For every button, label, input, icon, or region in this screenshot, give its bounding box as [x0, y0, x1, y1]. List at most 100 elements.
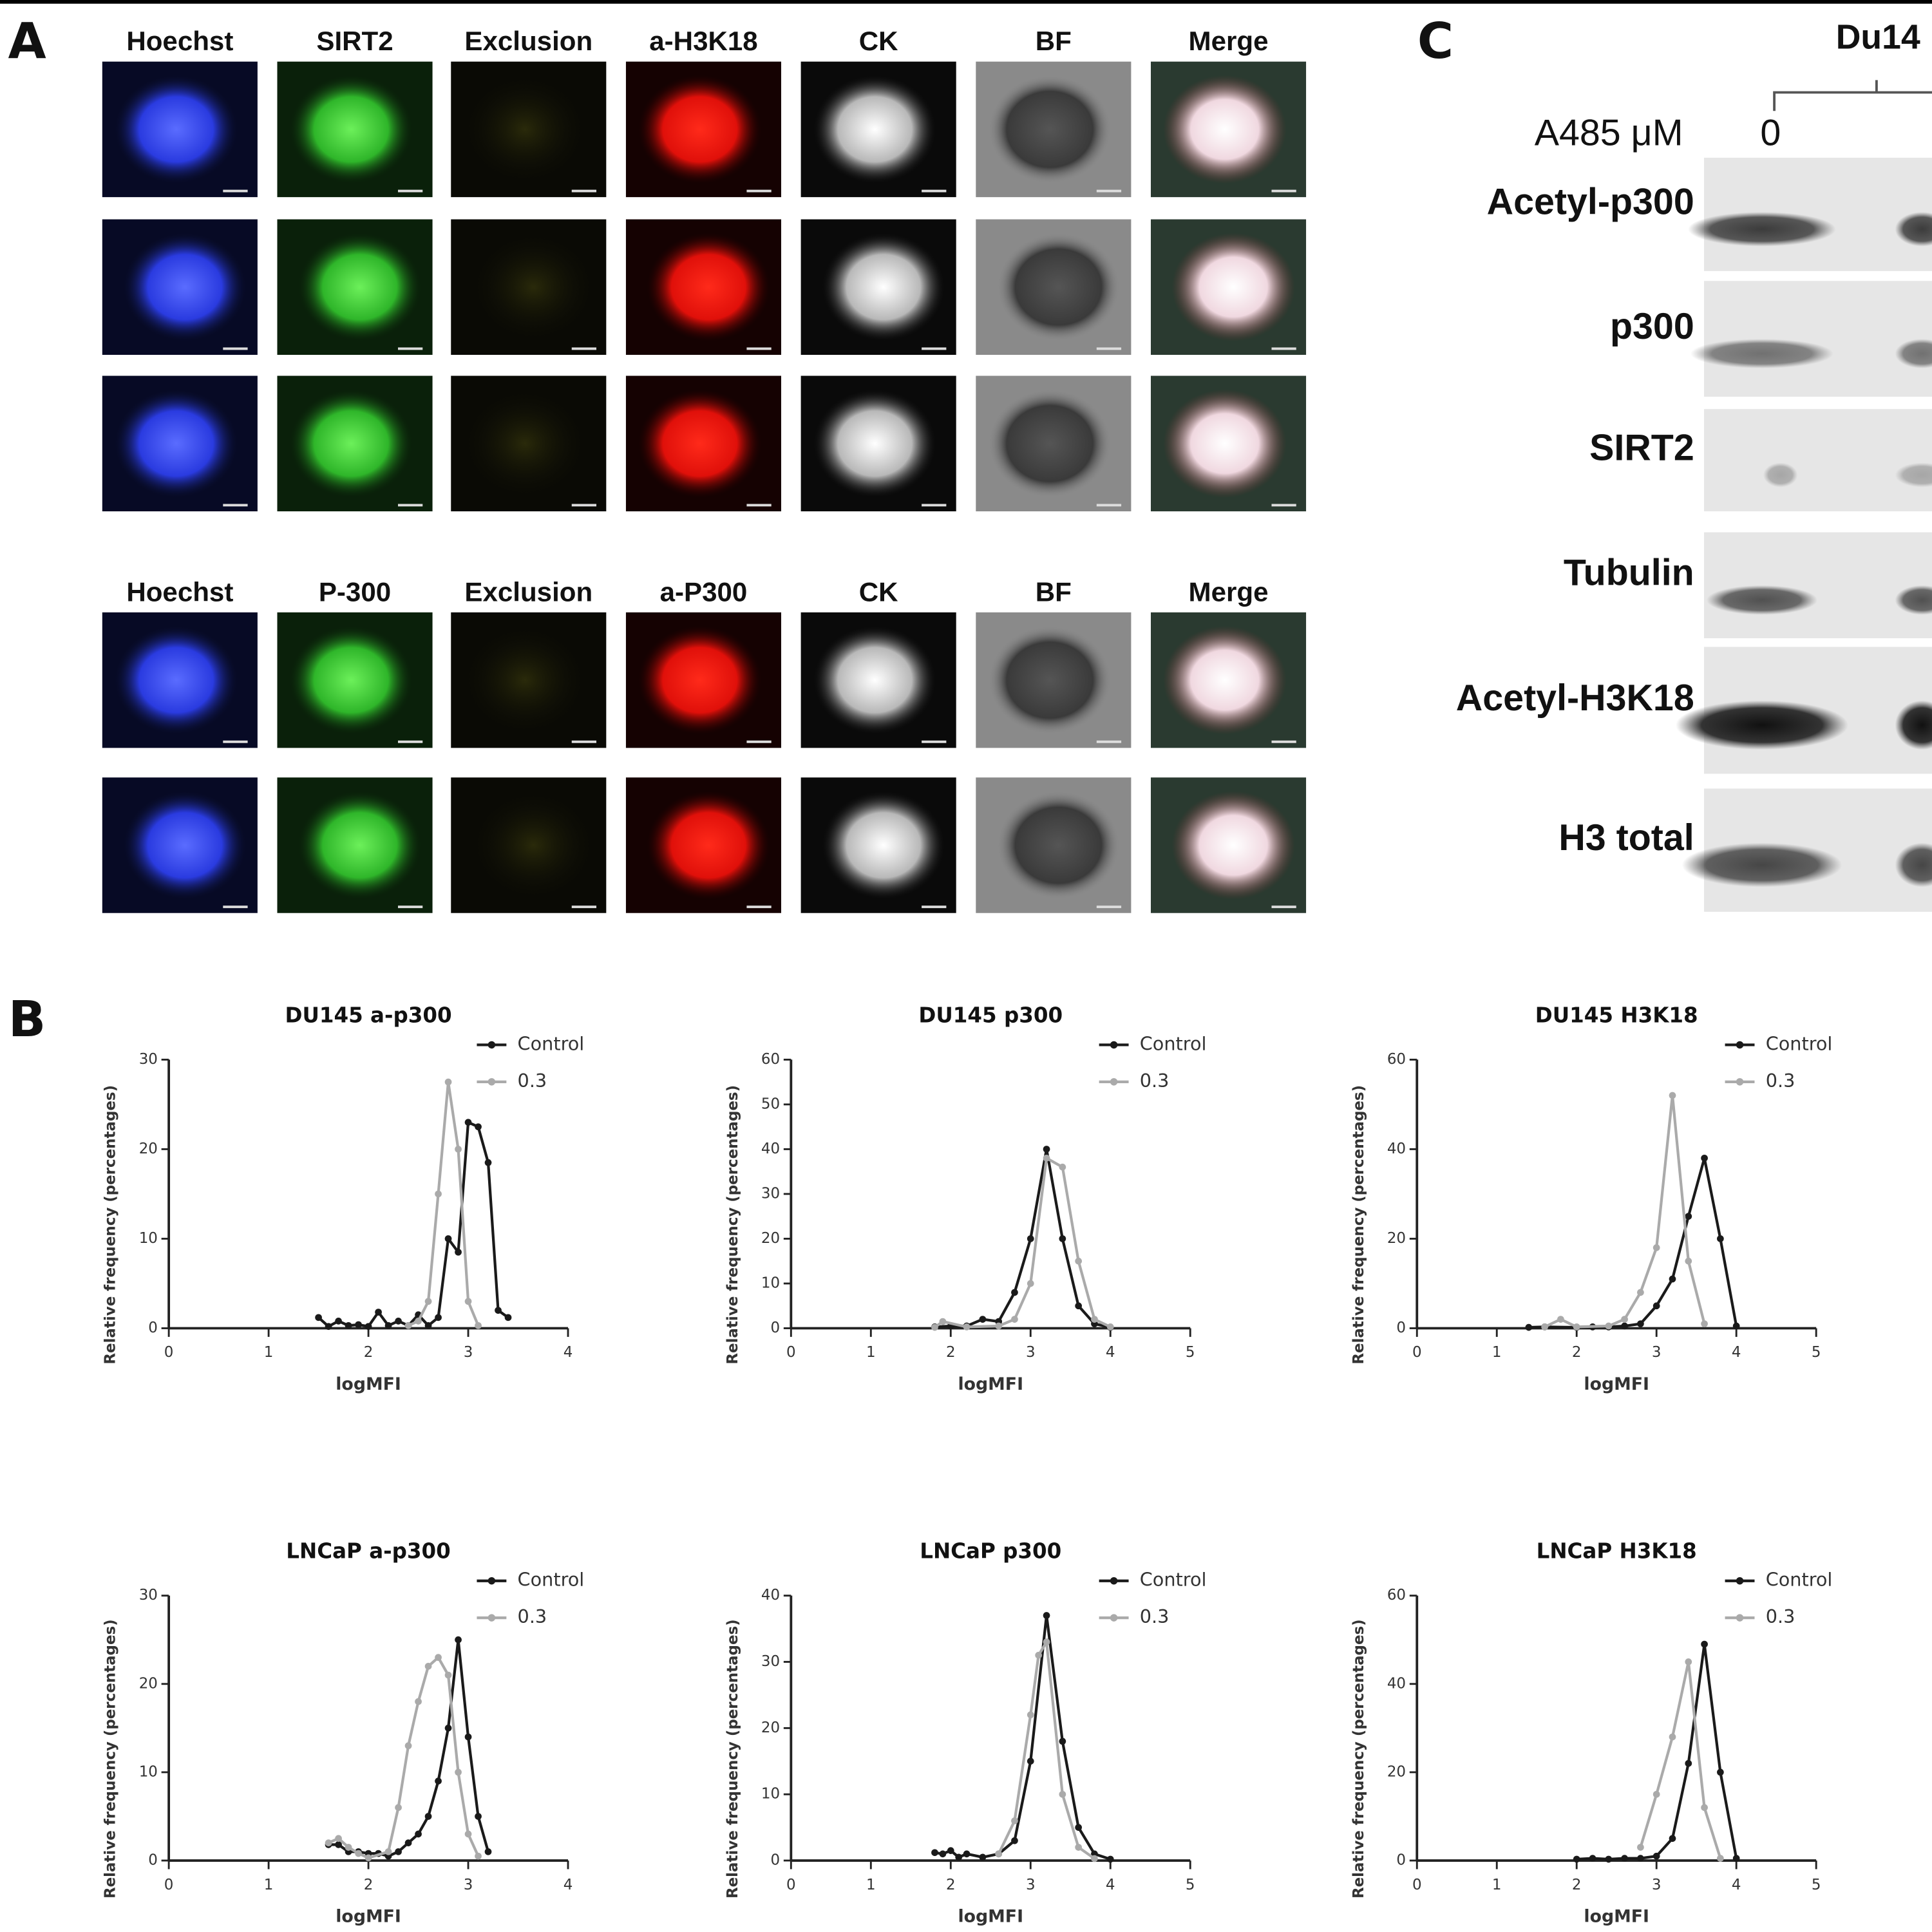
data-point — [444, 1235, 452, 1242]
data-point — [455, 1636, 462, 1643]
data-point — [1589, 1855, 1596, 1862]
data-point — [1573, 1855, 1580, 1863]
blot-row-label: H3 total — [1558, 817, 1694, 858]
data-point — [1043, 1638, 1050, 1646]
data-point — [979, 1853, 987, 1861]
cell-signal — [123, 791, 247, 900]
y-tick-label: 60 — [761, 1051, 780, 1068]
cell-signal — [298, 232, 422, 341]
data-point — [464, 1119, 472, 1126]
cell-signal — [988, 625, 1112, 735]
data-point — [444, 1724, 452, 1732]
x-axis-label: logMFI — [1584, 1374, 1649, 1394]
y-tick-label: 0 — [148, 1320, 158, 1336]
data-point — [335, 1318, 342, 1325]
chart-title: LNCaP p300 — [920, 1539, 1061, 1564]
panel-label: C — [1417, 13, 1454, 70]
blot-band — [1895, 339, 1932, 369]
data-point — [1669, 1835, 1676, 1842]
y-tick-label: 30 — [761, 1653, 780, 1670]
legend-label: Control — [518, 1569, 585, 1591]
y-tick-label: 20 — [1387, 1763, 1406, 1780]
data-point — [355, 1321, 362, 1329]
data-point — [444, 1078, 452, 1086]
data-point — [315, 1314, 322, 1321]
cell-signal — [813, 389, 937, 498]
data-point — [931, 1849, 938, 1857]
data-point — [1525, 1323, 1533, 1331]
data-point — [1653, 1790, 1660, 1798]
data-point — [1732, 1855, 1740, 1862]
legend-marker — [1736, 1614, 1744, 1622]
blot-band — [1690, 339, 1833, 369]
data-point — [1027, 1711, 1034, 1719]
data-point — [475, 1813, 482, 1820]
channel-label: SIRT2 — [316, 26, 393, 56]
data-point — [435, 1314, 442, 1321]
cell-signal — [647, 232, 770, 341]
cell-signal — [638, 389, 762, 498]
y-tick-label: 20 — [139, 1675, 158, 1692]
data-point — [475, 1852, 482, 1860]
blot-band — [1706, 585, 1818, 615]
chart-title: DU145 a-p300 — [285, 1003, 451, 1027]
x-tick-label: 4 — [564, 1877, 573, 1893]
legend-label: 0.3 — [1766, 1605, 1795, 1627]
data-point — [464, 1733, 472, 1741]
data-point — [404, 1839, 412, 1846]
cell-signal — [1171, 791, 1295, 900]
x-tick-label: 2 — [364, 1877, 374, 1893]
data-point — [1732, 1322, 1740, 1330]
data-point — [1685, 1658, 1692, 1665]
y-tick-label: 40 — [761, 1587, 780, 1604]
chart-title: DU145 p300 — [918, 1003, 1063, 1027]
blot-band — [1895, 462, 1932, 488]
y-tick-label: 0 — [1396, 1852, 1406, 1869]
channel-label: Hoechst — [126, 576, 233, 607]
channel-label: BF — [1036, 576, 1072, 607]
cell-signal — [463, 389, 587, 498]
data-point — [939, 1318, 947, 1325]
cell-signal — [289, 75, 413, 184]
y-tick-label: 10 — [139, 1763, 158, 1780]
x-tick-label: 0 — [1412, 1877, 1422, 1893]
data-point — [1091, 1316, 1098, 1323]
y-axis-label: Relative frequency (percentages) — [102, 1619, 119, 1899]
cell-signal — [638, 75, 762, 184]
legend-label: 0.3 — [1140, 1605, 1170, 1627]
channel-label: a-H3K18 — [649, 26, 757, 56]
x-axis-label: logMFI — [336, 1374, 401, 1394]
data-point — [475, 1123, 482, 1131]
data-point — [1011, 1289, 1018, 1296]
data-point — [395, 1848, 402, 1855]
cell-signal — [471, 232, 596, 341]
series-line — [408, 1081, 480, 1327]
data-point — [375, 1309, 382, 1316]
data-point — [1669, 1275, 1676, 1283]
data-point — [475, 1321, 482, 1329]
legend-label: Control — [1140, 1569, 1207, 1591]
x-tick-label: 1 — [264, 1344, 274, 1361]
data-point — [1653, 1244, 1660, 1251]
legend-label: Control — [518, 1032, 585, 1054]
x-tick-label: 1 — [264, 1877, 274, 1893]
data-point — [365, 1323, 372, 1331]
data-point — [1685, 1257, 1692, 1265]
x-tick-label: 0 — [786, 1877, 796, 1893]
cell-signal — [813, 625, 937, 735]
legend-marker — [1736, 1078, 1744, 1086]
legend-marker — [1110, 1614, 1118, 1622]
cell-signal — [1163, 625, 1287, 735]
y-tick-label: 60 — [1387, 1051, 1406, 1068]
y-axis-label: Relative frequency (percentages) — [1350, 1085, 1367, 1365]
data-point — [1043, 1612, 1050, 1619]
y-tick-label: 30 — [139, 1587, 158, 1604]
cell-signal — [463, 625, 587, 735]
series-line — [328, 1655, 480, 1860]
cell-signal — [988, 75, 1112, 184]
data-point — [415, 1698, 422, 1705]
data-point — [1106, 1855, 1114, 1863]
data-point — [365, 1854, 372, 1862]
channel-label: Merge — [1189, 26, 1269, 56]
cell-signal — [996, 791, 1121, 900]
